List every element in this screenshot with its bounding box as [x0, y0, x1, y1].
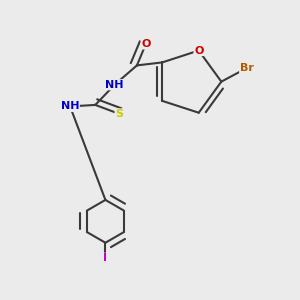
Text: O: O — [194, 46, 203, 56]
Text: NH: NH — [61, 101, 79, 111]
Text: O: O — [141, 39, 151, 49]
Text: NH: NH — [105, 80, 124, 90]
Text: S: S — [115, 109, 123, 119]
Text: I: I — [103, 253, 107, 263]
Text: Br: Br — [240, 63, 254, 73]
